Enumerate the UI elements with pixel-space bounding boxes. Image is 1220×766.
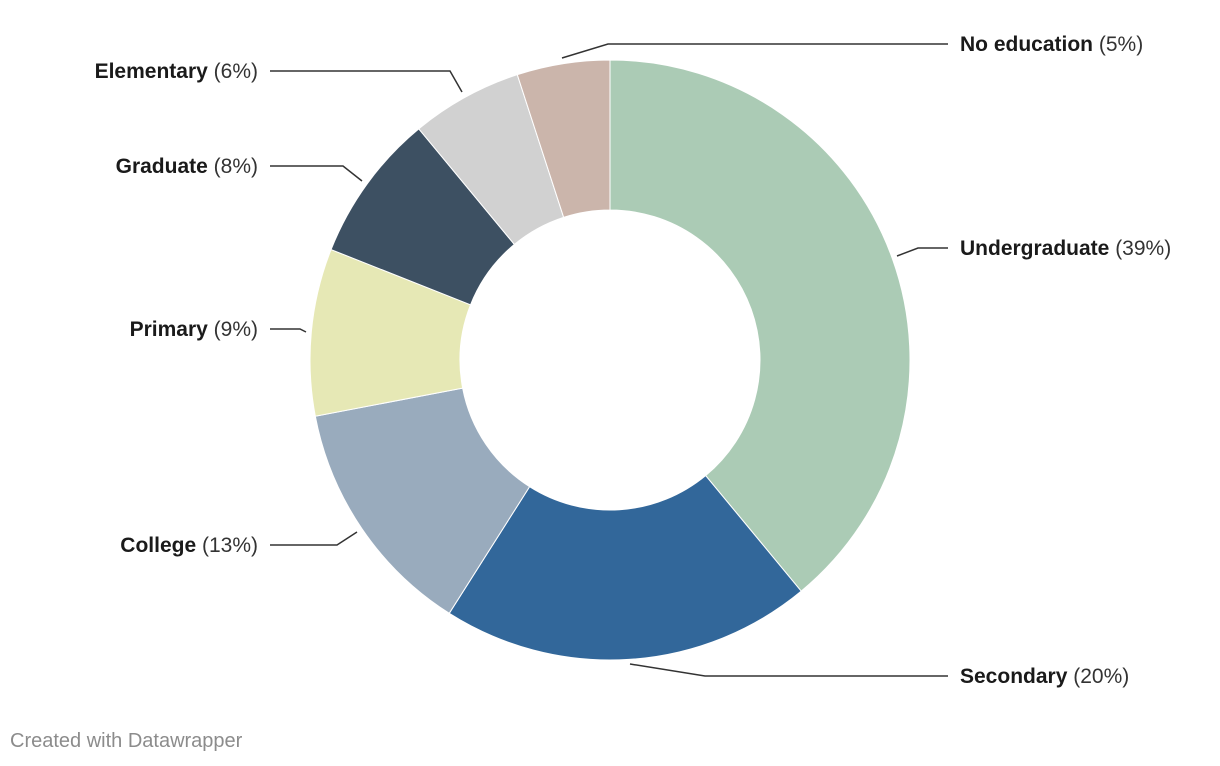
leader-line-undergraduate [896, 247, 948, 257]
leader-line-elementary [270, 70, 463, 93]
leader-line-graduate [270, 165, 363, 182]
slice-label-name: Graduate [116, 155, 208, 178]
slice-label-value: (8%) [208, 155, 258, 178]
slice-label-college: College (13%) [120, 534, 258, 557]
slice-label-elementary: Elementary (6%) [95, 60, 258, 83]
leader-lines-layer [270, 43, 948, 677]
slice-label-name: College [120, 534, 196, 557]
slice-label-primary: Primary (9%) [130, 318, 258, 341]
slice-label-value: (13%) [196, 534, 258, 557]
slice-label-value: (39%) [1109, 237, 1171, 260]
slice-label-value: (6%) [208, 60, 258, 83]
leader-line-primary [270, 328, 307, 333]
datawrapper-credit: Created with Datawrapper [10, 730, 243, 752]
slice-label-name: Undergraduate [960, 237, 1109, 260]
slices-layer [309, 59, 911, 661]
slice-undergraduate [609, 59, 911, 592]
labels-layer: Undergraduate (39%) Secondary (20%) Colleg… [95, 33, 1172, 688]
leader-line-no-education [561, 43, 948, 59]
slice-label-name: No education [960, 33, 1093, 56]
slice-label-value: (9%) [208, 318, 258, 341]
slice-label-no-education: No education (5%) [960, 33, 1143, 56]
slice-label-name: Primary [130, 318, 209, 341]
slice-label-undergraduate: Undergraduate (39%) [960, 237, 1171, 260]
slice-label-value: (20%) [1067, 665, 1129, 688]
leader-line-secondary [629, 663, 948, 677]
slice-no-education [516, 59, 611, 218]
slice-secondary [448, 474, 802, 661]
slice-label-secondary: Secondary (20%) [960, 665, 1129, 688]
leader-line-college [270, 531, 358, 546]
slice-label-name: Secondary [960, 665, 1068, 688]
slice-label-graduate: Graduate (8%) [116, 155, 258, 178]
slice-label-name: Elementary [95, 60, 209, 83]
slice-label-value: (5%) [1093, 33, 1143, 56]
